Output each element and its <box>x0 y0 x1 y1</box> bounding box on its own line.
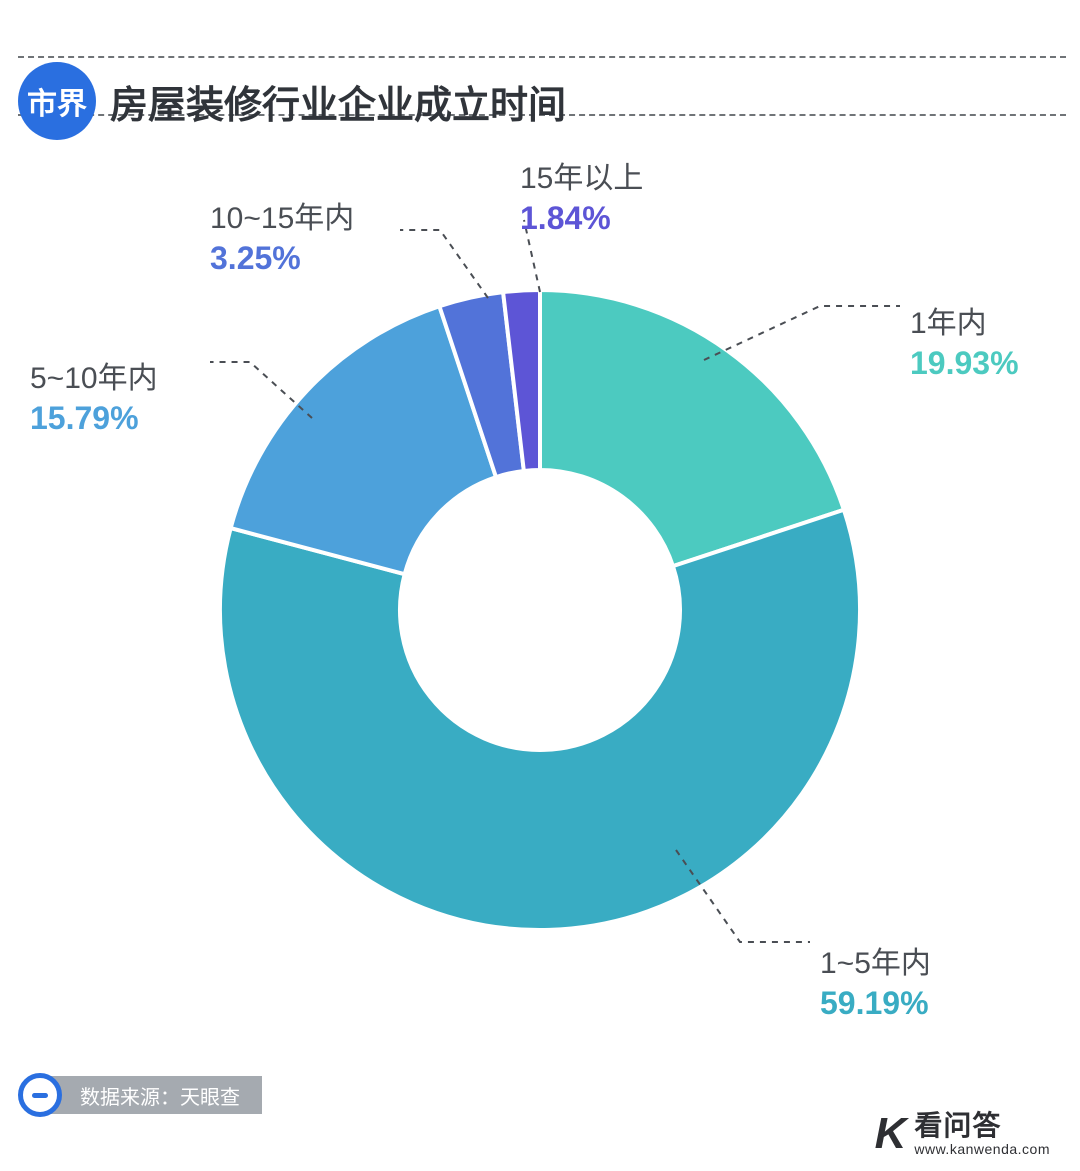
slice-label-3: 10~15年内3.25% <box>210 200 354 278</box>
chart-title: 房屋装修行业企业成立时间 <box>110 74 566 129</box>
source-circle-icon <box>18 1073 62 1117</box>
slice-percent-2: 15.79% <box>30 398 158 438</box>
watermark-cn: 看问答 <box>914 1111 1050 1142</box>
slice-category-0: 1年内 <box>910 305 1019 343</box>
slice-percent-4: 1.84% <box>520 198 643 238</box>
source-text-box: 数据来源：天眼查 <box>50 1076 262 1114</box>
slice-percent-1: 59.19% <box>820 983 931 1023</box>
slice-label-1: 1~5年内59.19% <box>820 945 931 1023</box>
slice-category-4: 15年以上 <box>520 160 643 198</box>
header: 市界 房屋装修行业企业成立时间 <box>0 30 1080 90</box>
slice-category-3: 10~15年内 <box>210 200 354 238</box>
slice-category-2: 5~10年内 <box>30 360 158 398</box>
slice-category-1: 1~5年内 <box>820 945 931 983</box>
watermark-url: www.kanwenda.com <box>914 1142 1050 1157</box>
donut-slice-1 <box>220 510 860 930</box>
source-text: 数据来源：天眼查 <box>80 1081 240 1110</box>
leader-line-3 <box>400 230 488 298</box>
slice-label-2: 5~10年内15.79% <box>30 360 158 438</box>
source-bar: 数据来源：天眼查 <box>18 1072 262 1118</box>
slice-percent-0: 19.93% <box>910 343 1019 383</box>
brand-badge: 市界 <box>18 62 96 140</box>
header-dash-top <box>18 56 1066 58</box>
donut-chart: 1年内19.93% 1~5年内59.19% 5~10年内15.79% 10~15年内3… <box>0 130 1080 1060</box>
slice-percent-3: 3.25% <box>210 238 354 278</box>
brand-badge-text: 市界 <box>27 79 87 123</box>
leader-line-0 <box>704 306 900 360</box>
slice-label-4: 15年以上1.84% <box>520 160 643 238</box>
minus-icon <box>32 1093 48 1098</box>
slice-label-0: 1年内19.93% <box>910 305 1019 383</box>
donut-svg <box>0 130 1080 1060</box>
watermark-text: 看问答 www.kanwenda.com <box>914 1111 1050 1157</box>
watermark-logo: K <box>875 1112 907 1156</box>
watermark: K 看问答 www.kanwenda.com <box>875 1111 1050 1157</box>
